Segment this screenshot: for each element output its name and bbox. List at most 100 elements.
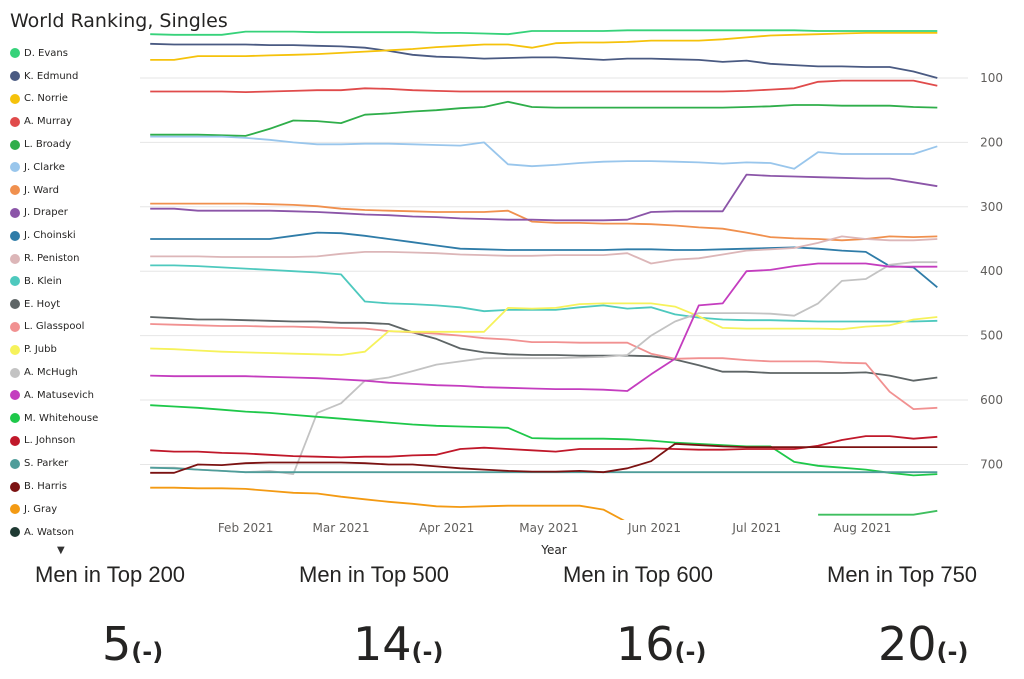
legend-label: C. Norrie [24,93,68,105]
legend-item-p-jubb[interactable]: P. Jubb [10,338,135,361]
y-tick-label: 100 [980,71,1003,85]
legend-item-l-johnson[interactable]: L. Johnson [10,430,135,453]
legend-marker [10,504,20,515]
plot-area [150,29,938,520]
series-line-r-peniston [150,235,938,265]
legend-label: J. Choinski [24,230,76,242]
y-tick-label: 400 [980,264,1003,278]
kpi-delta: (-) [674,638,707,666]
legend-label: L. Broady [24,139,72,151]
kpi-number: 20 [878,617,937,671]
series-line-c-norrie [150,32,938,61]
kpi-value: 14(-) [353,617,443,671]
kpi-label: Men in Top 200 [35,562,186,587]
legend-item-j-clarke[interactable]: J. Clarke [10,156,135,179]
kpi-value: 5(-) [102,617,163,671]
legend-item-b-klein[interactable]: B. Klein [10,270,135,293]
legend-item-l-glasspool[interactable]: L. Glasspool [10,316,135,339]
kpi-label: Men in Top 500 [299,562,450,587]
legend-marker [10,185,20,196]
series-line-j-clarke [150,135,938,170]
legend-label: J. Draper [24,207,68,219]
legend-marker [10,435,20,446]
legend-marker [10,367,20,378]
legend-item-a-mchugh[interactable]: A. McHugh [10,361,135,384]
triangle-down-icon[interactable]: ▼ [57,545,65,556]
legend-marker [10,321,20,332]
kpi-delta: (-) [936,638,969,666]
legend-label: D. Evans [24,47,68,59]
series-line-j-choinski [150,231,938,288]
series-line-a-murray [150,79,938,93]
chart-legend: D. Evans K. Edmund C. Norrie A. Murray L. Br… [10,42,135,544]
legend-item-j-choinski[interactable]: J. Choinski [10,224,135,247]
legend-item-d-evans[interactable]: D. Evans [10,42,135,65]
legend-label: R. Peniston [24,253,80,265]
legend-label: B. Klein [24,275,62,287]
legend-item-a-matusevich[interactable]: A. Matusevich [10,384,135,407]
legend-item-s-parker[interactable]: S. Parker [10,452,135,475]
x-tick-label: Mar 2021 [313,521,370,535]
chart-title: World Ranking, Singles [10,10,228,32]
legend-marker [10,71,20,82]
legend-item-j-gray[interactable]: J. Gray [10,498,135,521]
legend-item-a-watson[interactable]: A. Watson [10,521,135,544]
legend-item-r-peniston[interactable]: R. Peniston [10,247,135,270]
series-line-m-whitehouse [150,404,938,477]
legend-label: J. Gray [24,503,58,515]
legend-marker [10,139,20,150]
legend-item-k-edmund[interactable]: K. Edmund [10,65,135,88]
legend-label: K. Edmund [24,70,79,82]
legend-item-m-whitehouse[interactable]: M. Whitehouse [10,407,135,430]
legend-item-j-ward[interactable]: J. Ward [10,179,135,202]
legend-label: L. Johnson [24,435,76,447]
y-tick-label: 700 [980,457,1003,471]
legend-marker [10,207,20,218]
legend-item-c-norrie[interactable]: C. Norrie [10,88,135,111]
kpi-value: 16(-) [616,617,706,671]
legend-marker [10,253,20,264]
legend-marker [10,276,20,287]
x-axis-title: Year [540,543,566,557]
legend-item-l-broady[interactable]: L. Broady [10,133,135,156]
legend-marker [10,116,20,127]
kpi-number: 16 [616,617,675,671]
series-line-j-gray [150,486,625,520]
series-line-d-evans [150,29,938,36]
y-tick-label: 600 [980,393,1003,407]
kpi-value: 20(-) [878,617,968,671]
legend-label: B. Harris [24,481,67,493]
y-tick-label: 200 [980,135,1003,149]
kpi-number: 14 [353,617,412,671]
legend-label: E. Hoyt [24,298,61,310]
legend-marker [10,458,20,469]
series-line-b-klein [150,264,938,323]
x-tick-label: Aug 2021 [833,521,891,535]
legend-item-a-murray[interactable]: A. Murray [10,110,135,133]
legend-marker [10,48,20,59]
series-line-l-broady [150,100,938,137]
legend-item-b-harris[interactable]: B. Harris [10,475,135,498]
legend-item-e-hoyt[interactable]: E. Hoyt [10,293,135,316]
legend-label: A. McHugh [24,367,78,379]
series-line-b-harris [150,443,938,474]
kpi-delta: (-) [131,638,164,666]
series-line-j-draper [150,173,938,222]
legend-marker [10,527,20,538]
legend-label: L. Glasspool [24,321,85,333]
legend-item-j-draper[interactable]: J. Draper [10,202,135,225]
kpi-label: Men in Top 750 [827,562,978,587]
legend-label: A. Watson [24,526,74,538]
legend-label: J. Ward [24,184,59,196]
x-tick-label: May 2021 [519,521,578,535]
x-tick-label: Apr 2021 [419,521,474,535]
y-tick-label: 300 [980,200,1003,214]
series-line-j-ward [150,202,938,242]
legend-marker [10,390,20,401]
legend-label: A. Murray [24,116,73,128]
legend-label: J. Clarke [24,161,65,173]
legend-marker [10,413,20,424]
legend-marker [10,344,20,355]
legend-label: M. Whitehouse [24,412,99,424]
legend-marker [10,93,20,104]
